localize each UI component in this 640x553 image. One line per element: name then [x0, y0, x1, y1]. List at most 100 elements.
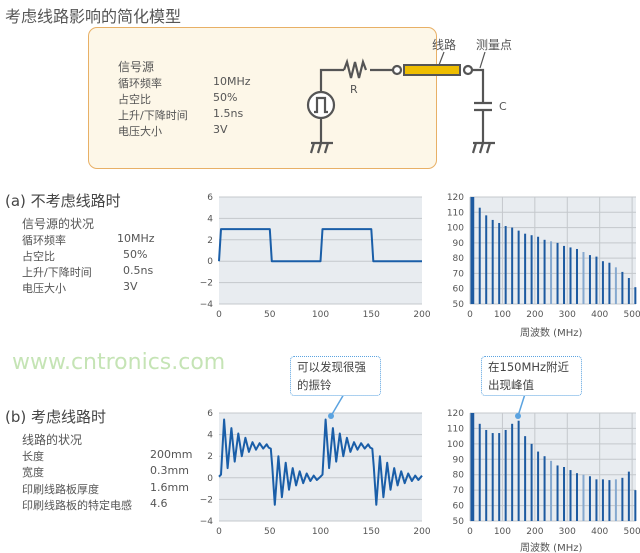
bar	[478, 207, 481, 304]
y-tick-label: 80	[453, 471, 465, 481]
y-tick-label: 120	[447, 193, 464, 203]
row-value: 3V	[123, 280, 138, 293]
line-label: 线路	[432, 38, 457, 52]
bar	[621, 271, 624, 304]
x-tick-label: 100	[494, 527, 511, 537]
bar	[511, 423, 514, 521]
row-value: 50%	[123, 248, 148, 261]
x-tick-label: 200	[526, 310, 543, 320]
bar	[524, 436, 527, 521]
x-tick-label: 100	[312, 310, 329, 320]
callout-dot	[328, 413, 334, 419]
ground-icon	[309, 141, 333, 154]
ground-icon	[471, 141, 495, 154]
b-spectrum-chart: 50 60 70 80 90 100 110 120 0 100 200 300 400 500	[447, 409, 640, 537]
leader-line	[479, 51, 486, 69]
x-tick-label: 200	[526, 527, 543, 537]
bar	[563, 245, 566, 304]
bar	[478, 423, 481, 521]
y-tick-label: 6	[207, 193, 213, 203]
bar	[627, 278, 630, 304]
bar	[550, 460, 553, 521]
y-tick-label: 100	[447, 440, 464, 450]
bar	[498, 222, 501, 304]
y-tick-label: −2	[200, 279, 213, 289]
bar	[550, 241, 553, 304]
y-tick-label: −2	[200, 495, 213, 505]
x-tick-label: 200	[413, 310, 430, 320]
y-tick-label: −4	[200, 517, 214, 527]
bar	[595, 256, 598, 304]
wire	[472, 68, 485, 143]
measure-point-label: 测量点	[476, 38, 513, 52]
bar	[470, 197, 473, 304]
y-tick-label: 0	[207, 257, 213, 267]
plot-area	[219, 413, 422, 521]
bar	[569, 470, 572, 521]
bar	[588, 255, 591, 304]
section-b-heading: 线路的状况	[22, 433, 83, 447]
y-tick-label: 4	[207, 214, 213, 224]
b-spectrum-xlabel: 周波数 (MHz)	[520, 543, 583, 553]
bar	[472, 413, 475, 521]
callout-pointer	[330, 393, 345, 417]
bar	[530, 443, 533, 521]
bar	[595, 479, 598, 521]
x-tick-label: 300	[559, 310, 576, 320]
x-tick-label: 0	[216, 310, 222, 320]
row-value: 50%	[213, 91, 238, 104]
series-line	[218, 418, 423, 506]
plot-area	[470, 197, 636, 304]
row-label: 占空比	[118, 93, 151, 106]
a-spectrum-chart: 50 60 70 80 90 100 110 120 0 100 200 300 400 500	[447, 193, 640, 320]
page-title: 考虑线路影响的简化模型	[5, 7, 182, 26]
y-tick-label: 2	[207, 452, 213, 462]
x-tick-label: 50	[264, 527, 276, 537]
x-tick-label: 400	[591, 527, 608, 537]
row-label: 上升/下降时间	[118, 109, 188, 122]
callout-pointer	[517, 393, 526, 417]
bar	[498, 433, 501, 521]
bar	[614, 267, 617, 304]
row-value: 10MHz	[213, 75, 251, 88]
y-tick-label: 90	[453, 455, 465, 465]
bar	[537, 236, 540, 304]
bar	[491, 219, 494, 304]
bar	[621, 477, 624, 521]
pulse-glyph	[314, 96, 328, 114]
bar	[627, 471, 630, 521]
x-tick-label: 0	[467, 527, 473, 537]
x-tick-label: 150	[363, 310, 380, 320]
y-tick-label: 6	[207, 409, 213, 419]
bar	[608, 262, 611, 304]
bar	[575, 473, 578, 521]
row-value: 1.5ns	[213, 107, 244, 120]
x-tick-label: 200	[413, 527, 430, 537]
y-tick-label: 100	[447, 224, 464, 234]
terminal-icon	[391, 64, 403, 76]
row-label: 循环频率	[118, 77, 162, 90]
row-value: 4.6	[150, 497, 168, 510]
bar	[614, 479, 617, 521]
row-value: 0.3mm	[150, 464, 189, 477]
y-tick-label: 2	[207, 236, 213, 246]
row-label: 占空比	[22, 250, 55, 263]
y-tick-label: 60	[453, 285, 465, 295]
bar	[556, 465, 559, 521]
bar	[485, 215, 488, 304]
row-label: 上升/下降时间	[22, 266, 92, 279]
x-tick-label: 300	[559, 527, 576, 537]
series-line	[218, 228, 422, 263]
bar	[517, 420, 520, 521]
x-tick-label: 100	[494, 310, 511, 320]
bar	[470, 413, 473, 521]
row-value: 0.5ns	[123, 264, 154, 277]
y-tick-label: 70	[453, 486, 465, 496]
section-a-title: (a) 不考虑线路时	[5, 192, 121, 210]
b-time-chart: −4 −2 0 2 4 6 0 50 100 150 200	[200, 409, 431, 537]
callout-dot	[515, 413, 521, 419]
bar	[491, 433, 494, 521]
bar	[582, 252, 585, 304]
bar	[504, 226, 507, 304]
